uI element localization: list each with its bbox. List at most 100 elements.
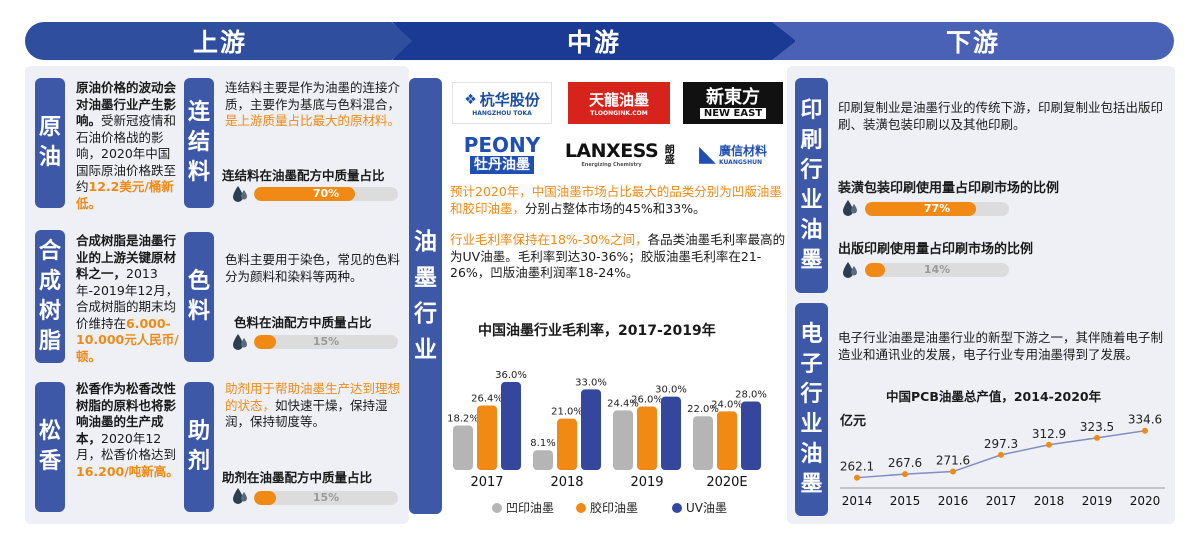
synthetic-resin-text: 合成树脂是油墨行业的上游关键原材料之一，2013年-2019年12月，合成树脂的… [76,233,179,364]
water-drop-icon [843,200,857,216]
bar-value-label: 36.0% [495,370,527,381]
packaging-progress-bar: 77% [865,202,1009,216]
binder-text: 连结料主要是作为油墨的连接介质，主要作为基底与色料混合，是上游质量占比最大的原材… [225,80,401,128]
x-tick-label: 2014 [842,494,873,508]
bar-value-label: 28.0% [735,390,767,401]
colorant-bar-title: 色料在油配方中质量占比 [234,315,372,330]
colorant-pct: 15% [312,335,340,348]
ink-margin-text: 行业毛利率保持在18%-30%之间，各品类油墨毛利率最高的为UV油墨。毛利率到达… [450,232,786,280]
data-point [854,474,860,481]
data-label: 297.3 [984,437,1018,451]
hangzhou-toka-logo: ❖ 杭华股份 HANGZHOU TOKA [452,82,552,124]
bar [533,450,553,470]
synthetic-resin-tab: 合成树脂 [35,230,65,363]
publishing-pct: 14% [923,263,951,276]
bar [693,416,713,470]
bar-value-label: 24.4% [607,398,639,409]
additive-tab: 助剂 [184,382,214,512]
x-tick-label: 2019 [630,475,663,490]
data-point [1094,434,1100,441]
data-label: 271.6 [936,454,970,468]
data-point [1142,427,1148,434]
binder-tab: 连结料 [184,78,214,208]
packaging-bar-title: 装潢包装印刷使用量占印刷市场的比例 [838,181,1060,196]
additive-bar-title: 助剂在油墨配方中质量占比 [222,470,373,485]
packaging-bar-fill [865,202,976,216]
legend-marker [492,503,502,513]
x-tick-label: 2018 [550,475,583,490]
crude-oil-text: 原油价格的波动会对油墨行业产生影响。受新冠疫情和石油价格战的影响，2020年中国… [76,80,177,211]
bar [453,425,473,470]
downstream-panel [787,66,1175,524]
crude-oil-tab: 原油 [35,78,65,208]
data-label: 334.6 [1128,413,1162,427]
x-tick-label: 2016 [938,494,969,508]
binder-bar-title: 连结料在油墨配方中质量占比 [222,168,385,183]
data-label: 267.6 [888,456,922,470]
legend-marker [672,503,682,513]
pcb-chart-title: 中国PCB油墨总产值，2014-2020年 [886,389,1102,404]
water-drop-icon [233,488,247,504]
data-point [902,471,908,478]
legend-label: 凹印油墨 [506,501,554,515]
peony-ink-logo: PEONY 牡丹油墨 [463,133,541,174]
upstream-header: 上游 [25,22,415,60]
data-label: 262.1 [840,460,874,474]
midstream-header: 中游 [392,22,796,60]
additive-pct: 15% [312,491,340,504]
water-drop-icon [233,186,247,202]
data-point [1046,441,1052,448]
bar-value-label: 18.2% [447,414,479,425]
bar-value-label: 24.0% [711,399,743,410]
data-point [998,451,1004,458]
publishing-bar-fill [865,263,886,277]
x-tick-label: 2017 [470,475,503,490]
publishing-bar-title: 出版印刷使用量占印刷市场的比例 [838,242,1034,257]
legend-label: 胶印油墨 [590,500,638,515]
bar [581,389,601,470]
colorant-text: 色料主要用于染色，常见的色料分为颜料和染料等两种。 [225,252,401,284]
margin-bar-chart: 18.2% 26.4% 36.0% 2017 8.1% 21.0% 33.0% 2018 24.… [447,370,767,515]
upstream-panel [25,66,409,524]
additive-bar-fill [254,491,276,505]
pcb-chart-unit: 亿元 [840,414,867,429]
packaging-pct: 77% [923,202,951,215]
rosin-text: 松香作为松香改性树脂的原料也将影响油墨的生产成本，2020年12月，松香价格达到… [76,381,179,479]
printing-text: 印刷复制业是油墨行业的传统下游，印刷复制业包括出版印刷、装潢包装印刷以及其他印刷… [838,100,1164,132]
binder-pct: 70% [312,187,340,200]
bar [637,406,657,470]
bar-value-label: 30.0% [655,385,687,396]
water-drop-icon [843,262,857,278]
bar-value-label: 33.0% [575,377,607,388]
x-tick-label: 2015 [890,494,921,508]
rosin-tab: 松香 [35,382,65,512]
data-label: 323.5 [1080,420,1114,434]
data-point [950,468,956,475]
binder-bar-fill [254,187,355,201]
bar [741,401,761,470]
colorant-progress-bar: 15% [254,335,398,349]
bar-value-label: 26.0% [631,394,663,405]
additive-progress-bar: 15% [254,491,398,505]
colorant-bar-fill [254,335,276,349]
colorant-tab: 色料 [184,232,214,362]
electronic-text: 电子行业油墨是油墨行业的新型下游之一，其伴随着电子制造业和通讯业的发展，电子行业… [838,330,1164,362]
legend-label: UV油墨 [686,501,727,515]
bar-value-label: 26.4% [471,393,503,404]
bar [717,411,737,470]
electronic-ink-tab: 电子行业油墨 [795,303,828,516]
publishing-progress-bar: 14% [865,263,1009,277]
data-label: 312.9 [1032,427,1066,441]
x-tick-label: 2017 [986,494,1017,508]
tianlong-ink-logo: 天龍油墨 TLOONGINK.COM [568,82,670,124]
kuangshun-logo: ◣ 廣信材料 KUANGSHUN [699,141,767,167]
downstream-header: 下游 [772,22,1174,60]
bar [557,418,577,470]
additive-text: 助剂用于帮助油墨生产达到理想的状态，如快速干燥，保持湿润，保持韧度等。 [225,381,401,429]
margin-chart-title: 中国油墨行业毛利率，2017-2019年 [478,323,716,339]
legend-marker [576,503,586,513]
lanxess-logo: LANXESS Energizing Chemistry 朗盛 [564,140,674,168]
x-tick-label: 2020 [1130,494,1161,508]
bar [613,410,633,470]
ink-industry-tab: 油墨行业 [409,78,442,514]
